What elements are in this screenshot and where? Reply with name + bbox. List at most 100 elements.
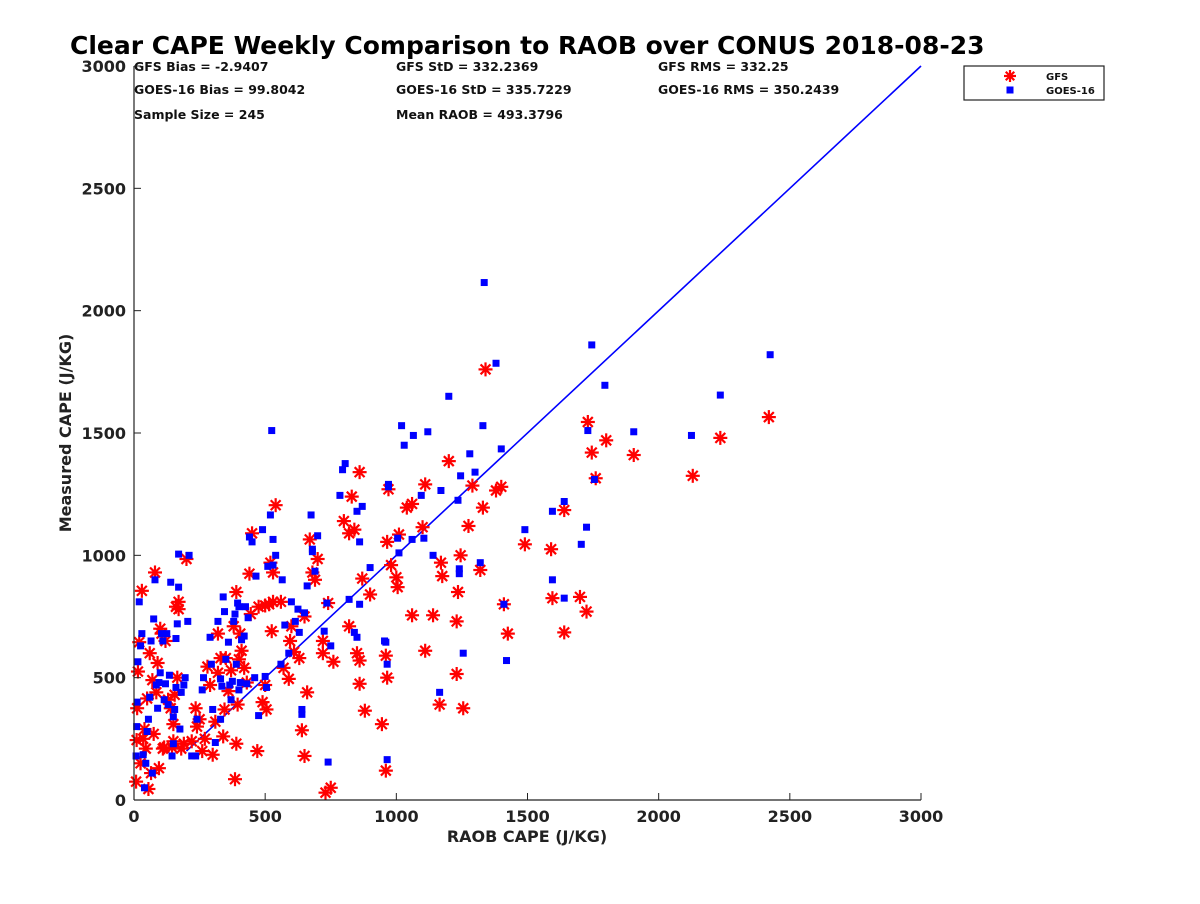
goes16-point — [285, 649, 293, 657]
gfs-point — [580, 414, 595, 429]
goes16-point — [262, 683, 270, 691]
gfs-point — [205, 747, 220, 762]
goes16-point — [221, 608, 229, 616]
goes16-point — [408, 535, 416, 543]
goes16-point — [492, 359, 500, 367]
legend-label: GOES-16 — [1046, 86, 1095, 97]
asterisk-stroke — [763, 411, 775, 423]
goes16-point — [548, 576, 556, 584]
asterisk-stroke — [380, 764, 392, 777]
goes16-point — [261, 672, 269, 680]
gfs-point — [203, 678, 218, 693]
goes16-point — [244, 614, 252, 622]
asterisk-stroke — [338, 515, 350, 527]
asterisk-stroke — [519, 538, 531, 551]
stat-annotation: Sample Size = 245 — [134, 107, 265, 122]
gfs-point — [426, 608, 441, 623]
goes16-point — [211, 739, 219, 747]
goes16-point — [341, 460, 349, 468]
asterisk-stroke — [229, 773, 241, 785]
asterisk-stroke — [191, 720, 203, 733]
goes16-point — [383, 756, 391, 764]
goes16-point — [185, 551, 193, 559]
asterisk-stroke — [234, 627, 246, 640]
asterisk-stroke — [416, 521, 429, 533]
asterisk-stroke — [343, 527, 355, 540]
goes16-point — [159, 637, 167, 645]
goes16-point — [356, 600, 364, 608]
asterisk-stroke — [558, 504, 570, 516]
asterisk-stroke — [466, 479, 479, 492]
goes16-point — [235, 686, 243, 694]
asterisk-stroke — [230, 586, 243, 598]
goes16-point — [151, 576, 159, 584]
asterisk-stroke — [319, 786, 332, 799]
goes16-point — [154, 704, 162, 712]
goes16-point — [152, 681, 160, 689]
goes16-point — [560, 594, 568, 602]
goes16-point — [140, 784, 148, 792]
goes16-point — [193, 715, 201, 723]
goes16-point — [298, 710, 306, 718]
asterisk-stroke — [212, 667, 224, 679]
gfs-point — [229, 736, 244, 751]
gfs-point — [302, 532, 317, 547]
goes16-point — [716, 391, 724, 399]
goes16-point — [255, 712, 263, 720]
goes16-point — [168, 752, 176, 760]
gfs-point — [150, 655, 165, 670]
goes16-point — [584, 427, 592, 435]
legend-goes16-marker — [1006, 86, 1014, 94]
gfs-point — [626, 448, 641, 463]
goes16-point — [294, 605, 302, 613]
goes16-point — [198, 686, 206, 694]
asterisk-stroke — [479, 363, 492, 376]
asterisk-stroke — [406, 609, 418, 622]
goes16-point — [167, 578, 175, 586]
gfs-point — [315, 646, 330, 661]
chart-title: Clear CAPE Weekly Comparison to RAOB ove… — [70, 31, 985, 60]
goes16-point — [436, 688, 444, 696]
goes16-point — [398, 422, 406, 430]
goes16-point — [171, 705, 179, 713]
goes16-point — [500, 600, 508, 608]
goes16-point — [583, 523, 591, 531]
goes16-point — [234, 599, 242, 607]
gfs-point — [229, 585, 244, 600]
asterisk-stroke — [452, 586, 464, 598]
goes16-point — [336, 491, 344, 499]
goes16-point — [577, 540, 585, 548]
goes16-point — [164, 701, 172, 709]
goes16-point — [548, 507, 556, 515]
gfs-point — [456, 701, 471, 716]
goes16-point — [356, 538, 364, 546]
asterisk-stroke — [167, 718, 180, 730]
goes16-point — [323, 599, 331, 607]
goes16-point — [345, 595, 353, 603]
gfs-point — [374, 717, 389, 732]
gfs-point — [557, 503, 572, 518]
goes16-point — [177, 688, 185, 696]
goes16-point — [454, 496, 462, 504]
asterisk-stroke — [317, 647, 329, 659]
goes16-point — [238, 636, 246, 644]
gfs-point — [281, 671, 296, 686]
y-axis-label: Measured CAPE (J/KG) — [56, 334, 75, 533]
y-tick-label: 1500 — [81, 424, 126, 443]
asterisk-stroke — [130, 734, 143, 746]
goes16-point — [241, 603, 249, 611]
gfs-point — [336, 514, 351, 529]
asterisk-stroke — [206, 749, 219, 761]
gfs-point — [418, 477, 433, 492]
gfs-point — [268, 498, 283, 513]
stat-annotation: GFS RMS = 332.25 — [658, 59, 789, 74]
goes16-point — [366, 564, 374, 572]
asterisk-stroke — [251, 745, 264, 757]
asterisk-stroke — [144, 647, 156, 659]
goes16-point — [176, 725, 184, 733]
gfs-point — [415, 520, 430, 535]
gfs-point — [352, 465, 367, 480]
gfs-point — [344, 489, 359, 504]
gfs-point — [389, 570, 404, 585]
goes16-point — [143, 727, 151, 735]
